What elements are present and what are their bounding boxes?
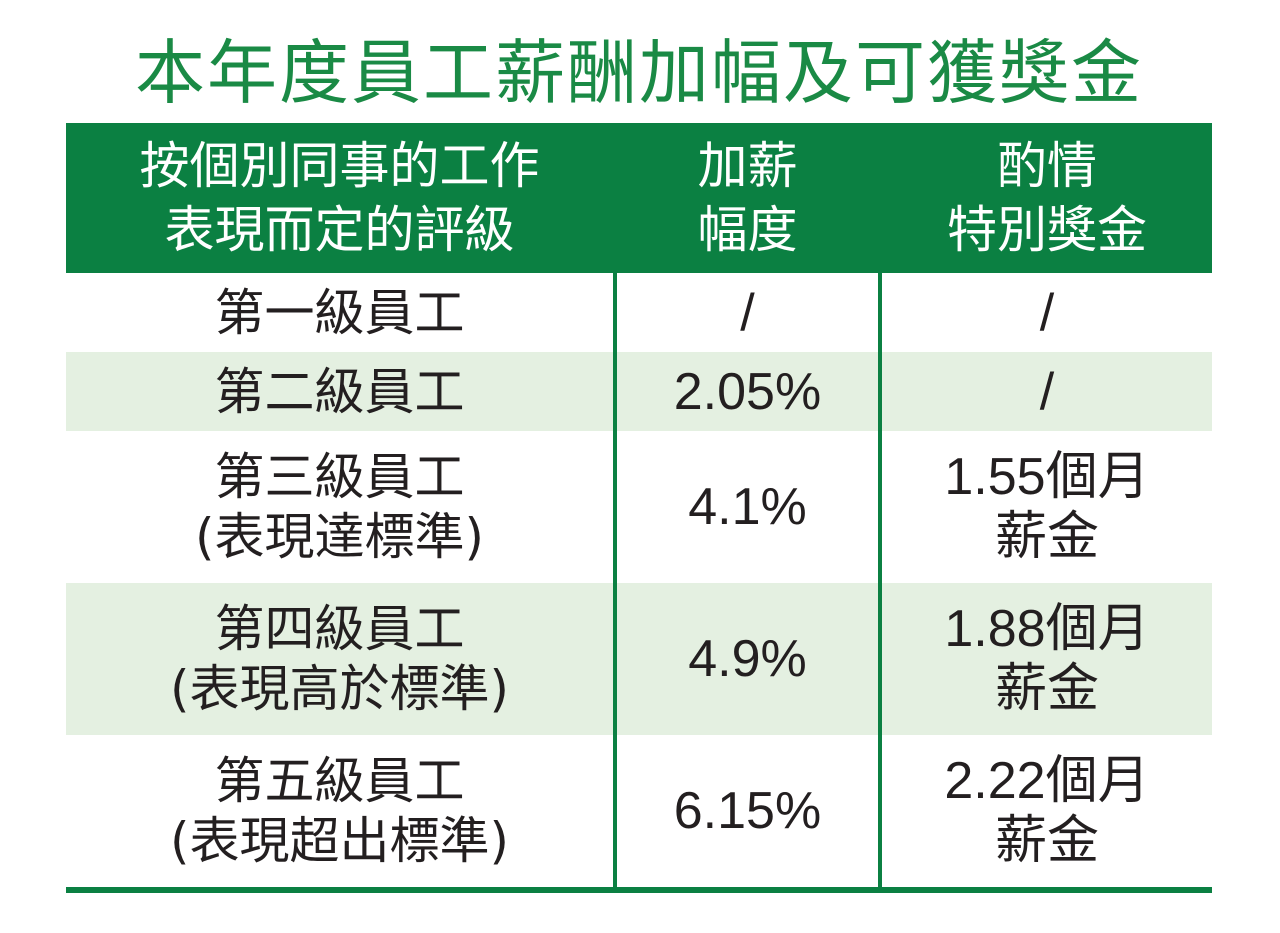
header-raise: 加薪 幅度 bbox=[617, 123, 882, 273]
row-2-bonus: / bbox=[882, 352, 1212, 431]
table-title: 本年度員工薪酬加幅及可獲獎金 bbox=[135, 32, 1143, 114]
header-bonus: 酌情 特別獎金 bbox=[882, 123, 1212, 273]
row-5-bonus-line-1: 2.22個月 bbox=[944, 752, 1150, 810]
row-5-bonus-line-2: 薪金 bbox=[994, 812, 1099, 870]
header-raise-line-2: 幅度 bbox=[697, 201, 798, 259]
row-3-grade-line-2: (表現達標準) bbox=[194, 508, 484, 566]
row-4-grade: 第四級員工 (表現高於標準) bbox=[66, 583, 617, 735]
header-bonus-line-1: 酌情 bbox=[997, 137, 1097, 195]
header-grade-line-2: 表現而定的評級 bbox=[164, 201, 515, 259]
row-5-raise: 6.15% bbox=[617, 735, 882, 887]
row-1-bonus: / bbox=[882, 273, 1212, 352]
header-raise-line-1: 加薪 bbox=[697, 137, 798, 195]
row-3-grade: 第三級員工 (表現達標準) bbox=[66, 431, 617, 583]
row-2-raise: 2.05% bbox=[617, 352, 882, 431]
row-1-bonus-text: / bbox=[1039, 283, 1055, 342]
row-3-bonus-line-2: 薪金 bbox=[994, 508, 1099, 566]
row-3-grade-line-1: 第三級員工 bbox=[214, 448, 465, 506]
row-3-bonus: 1.55個月 薪金 bbox=[882, 431, 1212, 583]
row-4-grade-line-2: (表現高於標準) bbox=[169, 660, 509, 718]
row-3-bonus-line-1: 1.55個月 bbox=[944, 448, 1150, 506]
row-4-bonus: 1.88個月 薪金 bbox=[882, 583, 1212, 735]
row-4-grade-line-1: 第四級員工 bbox=[214, 600, 465, 658]
row-2-grade: 第二級員工 bbox=[66, 352, 617, 431]
row-4-bonus-line-1: 1.88個月 bbox=[944, 600, 1150, 658]
header-grade-line-1: 按個別同事的工作 bbox=[139, 137, 540, 195]
row-5-bonus: 2.22個月 薪金 bbox=[882, 735, 1212, 887]
row-1-grade-text: 第一級員工 bbox=[214, 283, 465, 342]
row-2-grade-text: 第二級員工 bbox=[214, 362, 465, 421]
row-5-grade-line-1: 第五級員工 bbox=[214, 752, 465, 810]
salary-table: 按個別同事的工作 表現而定的評級 加薪 幅度 酌情 特別獎金 第一級員工 / /… bbox=[66, 123, 1212, 893]
row-4-bonus-line-2: 薪金 bbox=[994, 660, 1099, 718]
header-grade: 按個別同事的工作 表現而定的評級 bbox=[66, 123, 617, 273]
row-5-grade-line-2: (表現超出標準) bbox=[169, 812, 509, 870]
row-3-raise: 4.1% bbox=[617, 431, 882, 583]
row-2-bonus-text: / bbox=[1039, 362, 1055, 421]
row-1-grade: 第一級員工 bbox=[66, 273, 617, 352]
header-bonus-line-2: 特別獎金 bbox=[947, 201, 1147, 259]
row-4-raise: 4.9% bbox=[617, 583, 882, 735]
row-5-grade: 第五級員工 (表現超出標準) bbox=[66, 735, 617, 887]
row-1-raise: / bbox=[617, 273, 882, 352]
